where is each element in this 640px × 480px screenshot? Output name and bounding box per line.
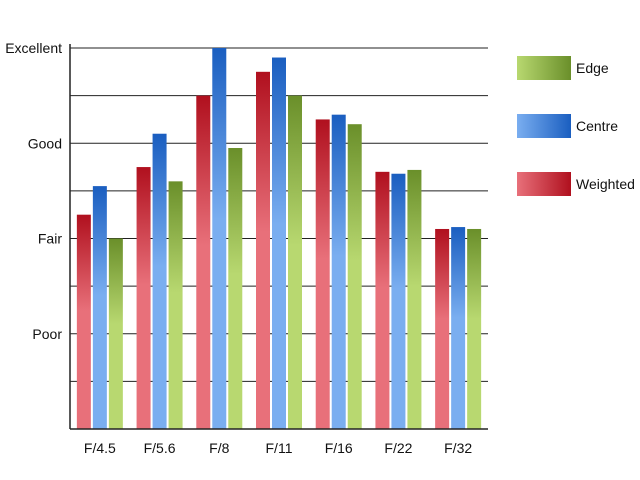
x-tick-label-f-4-5: F/4.5 xyxy=(84,440,116,456)
y-tick-label-excellent: Excellent xyxy=(5,40,62,56)
bar-edge-f-8 xyxy=(228,148,243,429)
y-tick-label-good: Good xyxy=(28,135,62,151)
bar-edge-f-11 xyxy=(288,95,302,429)
x-tick-label-f-8: F/8 xyxy=(209,440,229,456)
x-tick-label-f-22: F/22 xyxy=(384,440,412,456)
bar-weighted-f-22 xyxy=(375,171,390,429)
bar-centre-f-4-5 xyxy=(92,186,107,429)
y-tick-label-poor: Poor xyxy=(32,326,62,342)
bar-edge-f-32 xyxy=(467,228,482,429)
x-tick-label-f-11: F/11 xyxy=(266,440,293,456)
x-tick-label-f-32: F/32 xyxy=(444,440,472,456)
bar-centre-f-8 xyxy=(212,48,227,429)
bar-centre-f-16 xyxy=(331,114,346,430)
x-tick-label-f-16: F/16 xyxy=(325,440,353,456)
bar-edge-f-16 xyxy=(347,124,362,429)
bar-weighted-f-4-5 xyxy=(76,214,91,429)
bar-centre-f-32 xyxy=(451,227,466,429)
bar-edge-f-22 xyxy=(407,169,422,430)
bar-weighted-f-8 xyxy=(196,95,211,429)
bar-weighted-f-5-6 xyxy=(136,167,151,429)
bar-weighted-f-32 xyxy=(435,228,450,429)
bars xyxy=(76,48,482,430)
bar-edge-f-4-5 xyxy=(108,238,123,429)
bar-centre-f-11 xyxy=(272,57,286,430)
bar-weighted-f-16 xyxy=(315,119,330,429)
bar-weighted-f-11 xyxy=(256,71,270,429)
bar-centre-f-5-6 xyxy=(152,133,167,429)
axes xyxy=(69,44,488,430)
legend-swatch-edge xyxy=(517,56,571,80)
tick-labels: Poor Fair Good Excellent F/4.5 F/5.6 F/8 F/11 F/… xyxy=(5,40,472,456)
x-tick-label-f-5-6: F/5.6 xyxy=(144,440,176,456)
legend-label-edge: Edge xyxy=(576,60,609,76)
bar-centre-f-22 xyxy=(391,173,406,429)
legend: Edge Centre Weighted xyxy=(517,56,635,196)
legend-label-weighted: Weighted xyxy=(576,176,635,192)
bar-edge-f-5-6 xyxy=(168,181,183,429)
legend-swatch-weighted xyxy=(517,172,571,196)
legend-label-centre: Centre xyxy=(576,118,618,134)
legend-swatch-centre xyxy=(517,114,571,138)
y-tick-label-fair: Fair xyxy=(38,231,62,247)
